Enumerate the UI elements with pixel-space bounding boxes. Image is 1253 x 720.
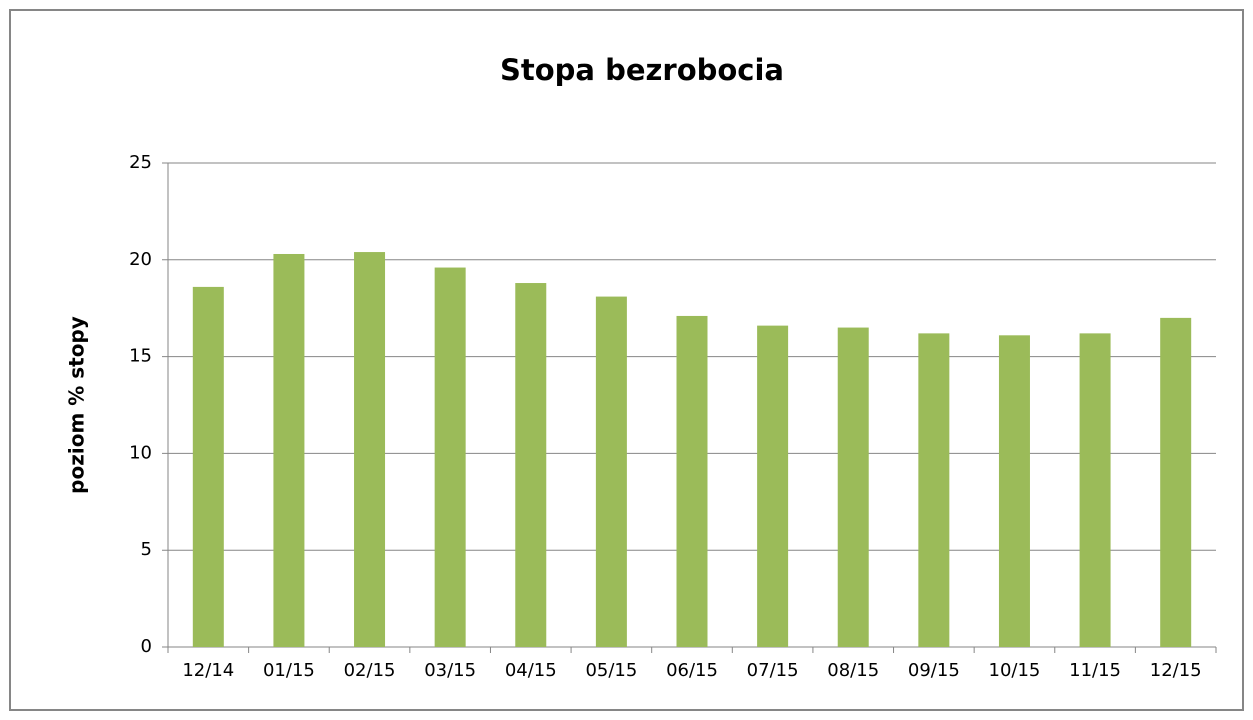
bar bbox=[192, 286, 224, 647]
y-tick-label: 15 bbox=[129, 346, 152, 367]
y-tick-label: 10 bbox=[129, 442, 152, 463]
x-tick-label: 11/15 bbox=[1069, 660, 1121, 681]
bar bbox=[515, 283, 547, 647]
y-tick-label: 0 bbox=[141, 636, 152, 657]
bar bbox=[1160, 317, 1192, 647]
x-tick-label: 09/15 bbox=[908, 660, 960, 681]
x-tick-label: 10/15 bbox=[989, 660, 1041, 681]
x-tick-label: 12/15 bbox=[1150, 660, 1202, 681]
bar bbox=[434, 267, 466, 647]
y-tick-label: 5 bbox=[141, 539, 152, 560]
x-tick-label: 01/15 bbox=[263, 660, 315, 681]
bar bbox=[837, 327, 869, 647]
x-tick-label: 07/15 bbox=[747, 660, 799, 681]
bar bbox=[918, 333, 950, 647]
bar bbox=[354, 252, 386, 647]
x-tick-label: 06/15 bbox=[666, 660, 718, 681]
bar bbox=[595, 296, 627, 647]
x-tick-label: 02/15 bbox=[344, 660, 396, 681]
bar bbox=[676, 315, 708, 647]
x-tick-label: 04/15 bbox=[505, 660, 557, 681]
chart-title: Stopa bezrobocia bbox=[500, 53, 784, 87]
y-axis-label: poziom % stopy bbox=[65, 316, 89, 494]
y-tick-label: 25 bbox=[129, 152, 152, 173]
bar bbox=[273, 253, 305, 647]
x-tick-label: 12/14 bbox=[182, 660, 234, 681]
x-tick-label: 08/15 bbox=[827, 660, 879, 681]
x-tick-label: 05/15 bbox=[585, 660, 637, 681]
y-tick-label: 20 bbox=[129, 249, 152, 270]
x-tick-label: 03/15 bbox=[424, 660, 476, 681]
bar bbox=[757, 325, 789, 647]
bar bbox=[1079, 333, 1111, 647]
bar bbox=[998, 335, 1030, 647]
